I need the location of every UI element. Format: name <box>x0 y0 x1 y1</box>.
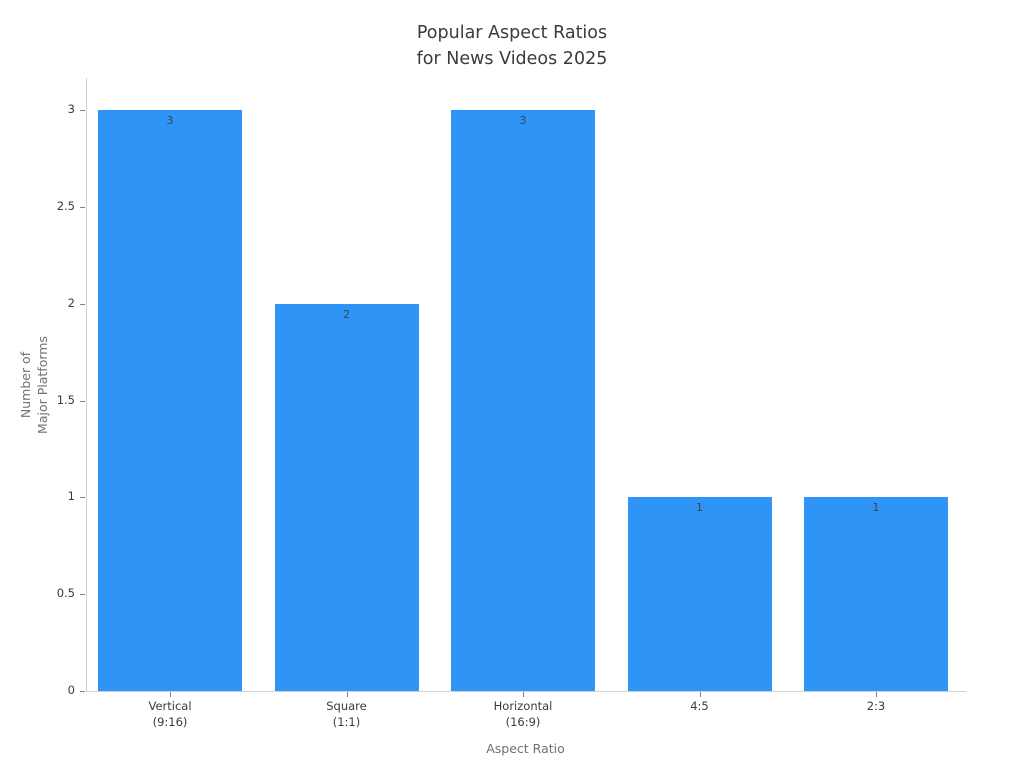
bar <box>627 497 772 691</box>
bar <box>98 110 242 691</box>
y-tick-label: 3 <box>67 102 75 116</box>
chart-title: Popular Aspect Ratios for News Videos 20… <box>416 23 608 69</box>
x-tick-label: 4:5 <box>690 699 709 713</box>
x-tick <box>876 692 877 697</box>
y-tick-label: 2 <box>67 295 75 310</box>
x-tick <box>170 692 171 697</box>
bar-value-label: 1 <box>696 501 703 515</box>
y-tick <box>80 303 85 305</box>
x-tick-label: Vertical (9:16) <box>148 699 192 729</box>
y-tick-label: 1.5 <box>56 392 75 407</box>
x-tick-label: Horizontal (16:9) <box>493 699 553 729</box>
bar <box>451 110 595 691</box>
x-tick <box>346 692 348 697</box>
y-tick-label: 2.5 <box>56 198 75 213</box>
x-tick-label: 2:3 <box>866 699 886 713</box>
x-tick <box>699 692 701 697</box>
bar-value-label: 3 <box>519 114 527 127</box>
bar-value-label: 1 <box>872 501 880 515</box>
y-tick-label: 1 <box>67 489 75 504</box>
bar <box>804 497 948 691</box>
x-axis-title: Aspect Ratio <box>486 741 565 756</box>
bar <box>274 303 419 691</box>
y-tick <box>80 206 85 208</box>
y-tick-label: 0.5 <box>56 586 75 601</box>
y-tick <box>80 594 85 596</box>
bar-value-label: 2 <box>343 307 350 321</box>
y-tick <box>80 400 85 402</box>
x-tick <box>523 692 524 697</box>
y-axis-title: Number of Major Platforms <box>18 336 50 434</box>
plot-area <box>86 78 966 692</box>
y-tick <box>80 691 85 692</box>
y-tick <box>80 110 85 111</box>
y-tick <box>80 497 85 499</box>
y-tick-label: 0 <box>67 683 75 697</box>
bar-value-label: 3 <box>166 114 174 127</box>
x-tick-label: Square (1:1) <box>326 699 367 729</box>
